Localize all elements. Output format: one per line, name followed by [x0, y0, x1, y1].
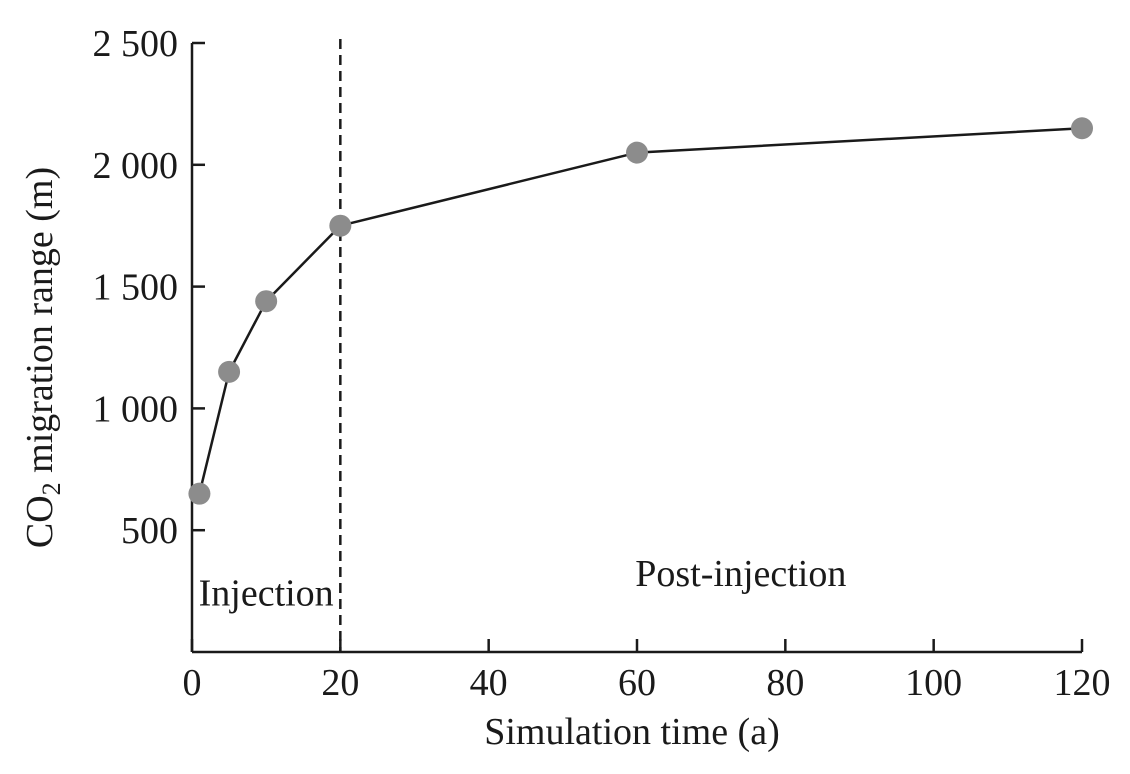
x-tick-label: 40	[470, 662, 508, 704]
labels-group: Injection Post-injection Simulation time (…	[19, 167, 846, 753]
data-point	[626, 141, 648, 164]
x-tick-label: 0	[183, 662, 202, 704]
annotation-label: Injection	[199, 573, 334, 615]
y-tick-label: 1 500	[93, 267, 179, 309]
data-point	[255, 290, 278, 313]
series-group	[188, 117, 1093, 505]
annotation-label: Post-injection	[635, 553, 846, 595]
y-tick-label: 1 000	[93, 388, 179, 430]
data-point	[329, 214, 352, 237]
data-point	[218, 360, 241, 383]
y-tick-label: 2 500	[93, 23, 179, 65]
data-point	[1071, 117, 1093, 140]
y-tick-label: 500	[121, 510, 178, 552]
x-tick-label: 100	[905, 662, 962, 704]
ticks: 500 1 000 1 500 2 000 2 500 0 20 40 60 80 100 120	[93, 23, 1111, 704]
y-tick-label: 2 000	[93, 145, 179, 187]
x-tick-label: 20	[321, 662, 359, 704]
x-tick-label: 120	[1054, 662, 1111, 704]
data-point	[188, 482, 211, 505]
y-axis-label: CO2 migration range (m)	[19, 167, 66, 548]
x-tick-label: 80	[766, 662, 804, 704]
series-line	[198, 127, 1083, 494]
x-axis-label: Simulation time (a)	[484, 711, 780, 753]
x-tick-label: 60	[618, 662, 656, 704]
